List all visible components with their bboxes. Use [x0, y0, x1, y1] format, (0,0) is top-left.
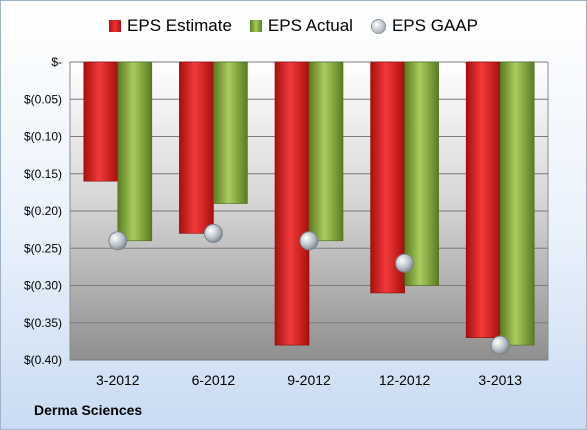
- legend-label-eps-gaap: EPS GAAP: [391, 16, 478, 35]
- legend-item-eps-gaap: EPS GAAP: [370, 16, 478, 36]
- point-eps-gaap: [490, 335, 510, 355]
- bar-eps-actual: [117, 61, 153, 242]
- bar-eps-estimate: [83, 61, 119, 182]
- y-axis: $- $(0.05) $(0.10) $(0.15) $(0.20) $(0.25) $(0…: [24, 55, 62, 367]
- point-eps-gaap: [299, 231, 319, 251]
- point-eps-gaap: [203, 223, 223, 243]
- bar-eps-actual: [499, 61, 535, 346]
- point-eps-gaap: [395, 253, 415, 273]
- x-tick-label: 9-2012: [287, 372, 331, 388]
- y-tick-label: $(0.35): [24, 316, 62, 330]
- x-tick-label: 3-2012: [96, 372, 140, 388]
- x-tick-label: 3-2013: [478, 372, 522, 388]
- bar-eps-actual: [404, 61, 439, 286]
- legend-swatch-eps-estimate: [109, 20, 122, 32]
- bar-eps-actual: [213, 61, 248, 204]
- company-name: Derma Sciences: [34, 402, 143, 418]
- y-tick-label: $(0.10): [24, 130, 62, 144]
- y-tick-label: $(0.20): [24, 204, 62, 218]
- x-tick-label: 6-2012: [192, 372, 236, 388]
- bar-eps-estimate: [179, 61, 214, 234]
- legend-label-eps-actual: EPS Actual: [267, 16, 353, 35]
- bar-eps-actual: [308, 61, 344, 242]
- legend-swatch-eps-actual: [249, 20, 262, 32]
- gaap-points: [108, 223, 510, 355]
- bar-eps-estimate: [465, 61, 501, 338]
- y-tick-label: $-: [51, 55, 62, 69]
- y-tick-label: $(0.40): [24, 353, 62, 367]
- y-tick-label: $(0.05): [24, 92, 62, 106]
- bar-eps-estimate: [274, 61, 310, 346]
- bars: [83, 61, 535, 346]
- legend: EPS Estimate EPS Actual EPS GAAP: [0, 16, 587, 36]
- legend-item-eps-actual: EPS Actual: [249, 16, 353, 36]
- legend-label-eps-estimate: EPS Estimate: [127, 16, 232, 35]
- bar-eps-estimate: [370, 61, 405, 294]
- y-tick-label: $(0.30): [24, 279, 62, 293]
- y-tick-label: $(0.15): [24, 167, 62, 181]
- y-tick-label: $(0.25): [24, 241, 62, 255]
- legend-swatch-eps-gaap: [370, 18, 386, 34]
- legend-item-eps-estimate: EPS Estimate: [109, 16, 232, 36]
- point-eps-gaap: [108, 231, 128, 251]
- x-axis: 3-2012 6-2012 9-2012 12-2012 3-2013: [96, 372, 522, 388]
- x-tick-label: 12-2012: [379, 372, 431, 388]
